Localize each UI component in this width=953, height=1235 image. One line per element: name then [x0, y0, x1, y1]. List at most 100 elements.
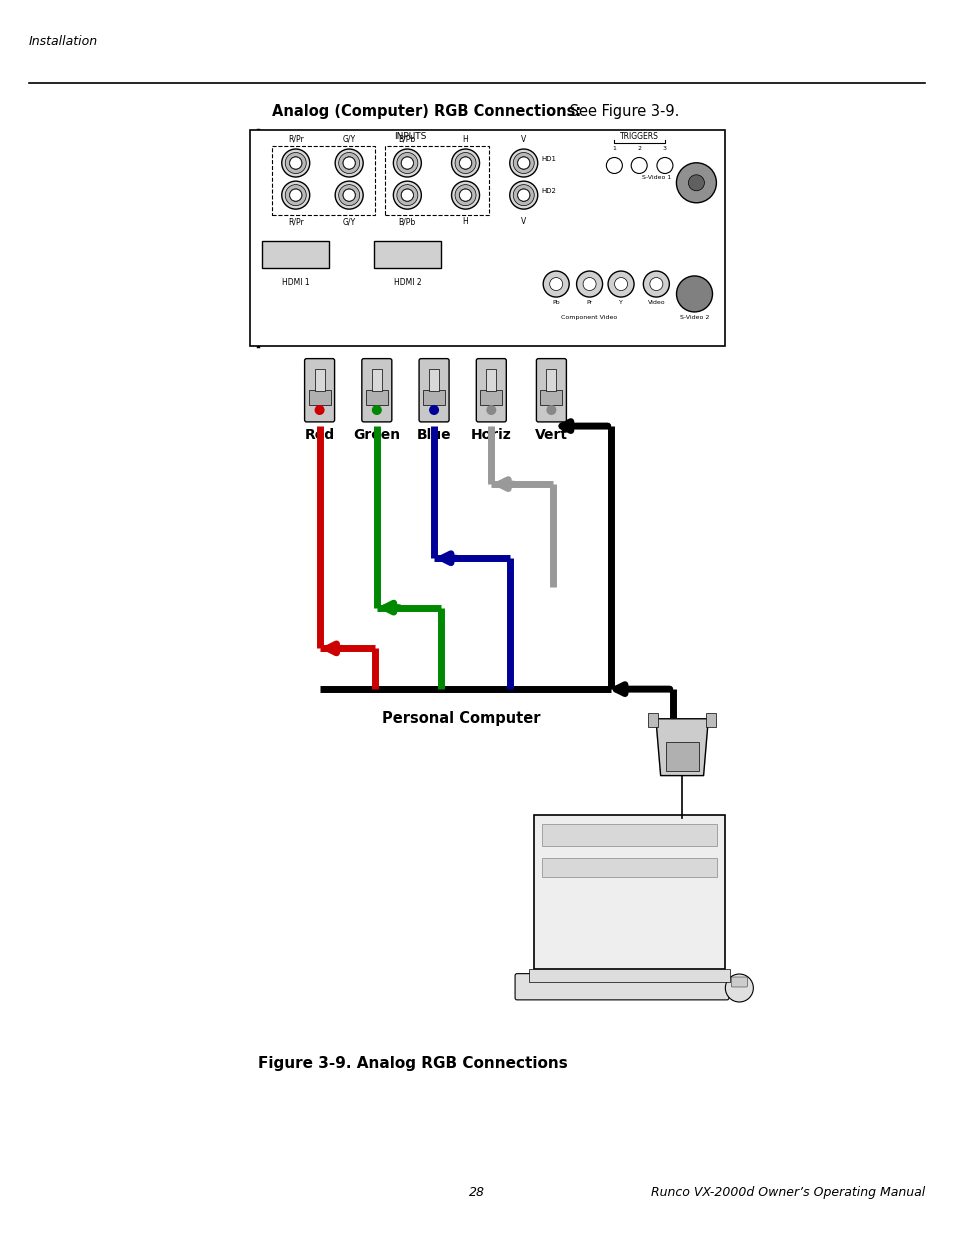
Circle shape	[576, 270, 602, 298]
Circle shape	[517, 157, 529, 169]
Circle shape	[281, 149, 310, 177]
Text: Component Video: Component Video	[561, 315, 617, 320]
Bar	[665, 742, 698, 771]
Bar	[539, 390, 562, 405]
Circle shape	[582, 278, 596, 290]
Text: S-Video 1: S-Video 1	[641, 175, 671, 180]
Circle shape	[513, 152, 534, 174]
Circle shape	[335, 149, 363, 177]
Text: Green: Green	[353, 427, 400, 442]
Text: Pr: Pr	[586, 300, 592, 305]
Circle shape	[459, 157, 471, 169]
Text: 28: 28	[469, 1186, 484, 1199]
Circle shape	[335, 182, 363, 209]
Circle shape	[342, 189, 355, 201]
FancyBboxPatch shape	[262, 241, 329, 268]
Circle shape	[649, 278, 662, 290]
Text: B/Pb: B/Pb	[398, 135, 416, 143]
Circle shape	[290, 157, 301, 169]
Circle shape	[400, 157, 414, 169]
FancyBboxPatch shape	[304, 358, 335, 422]
Circle shape	[614, 278, 627, 290]
Circle shape	[657, 158, 672, 173]
Text: HDMI 1: HDMI 1	[282, 278, 309, 287]
Circle shape	[455, 184, 476, 206]
Circle shape	[396, 152, 417, 174]
Circle shape	[517, 189, 530, 201]
Text: 2: 2	[637, 146, 640, 151]
Bar	[705, 713, 716, 726]
Circle shape	[542, 270, 569, 298]
Text: INPUTS: INPUTS	[394, 132, 426, 141]
Text: H: H	[462, 217, 468, 226]
Circle shape	[606, 158, 621, 173]
Text: Analog (Computer) RGB Connections:: Analog (Computer) RGB Connections:	[272, 104, 580, 119]
Circle shape	[281, 182, 310, 209]
Text: G/Y: G/Y	[342, 217, 355, 226]
Bar	[385, 146, 489, 215]
Circle shape	[338, 184, 359, 206]
Text: TRIGGERS: TRIGGERS	[619, 132, 658, 141]
FancyBboxPatch shape	[418, 358, 449, 422]
Text: HD1: HD1	[541, 157, 557, 162]
Bar	[546, 368, 556, 390]
Circle shape	[607, 270, 634, 298]
Text: Y: Y	[618, 300, 622, 305]
Circle shape	[401, 157, 413, 169]
Bar	[422, 390, 445, 405]
Text: HD2: HD2	[541, 189, 557, 194]
Circle shape	[343, 157, 355, 169]
Bar	[479, 390, 502, 405]
Circle shape	[285, 152, 306, 174]
Circle shape	[451, 182, 479, 209]
Text: Pb: Pb	[552, 300, 559, 305]
FancyBboxPatch shape	[536, 358, 566, 422]
Text: B/Pb: B/Pb	[398, 217, 416, 226]
Text: 3: 3	[662, 146, 666, 151]
Bar	[529, 969, 729, 982]
Circle shape	[429, 405, 438, 415]
Circle shape	[458, 157, 472, 169]
Text: Horiz: Horiz	[471, 427, 511, 442]
Circle shape	[517, 157, 530, 169]
Bar	[647, 713, 658, 726]
Circle shape	[546, 405, 556, 415]
Text: R/Pr: R/Pr	[288, 217, 303, 226]
Circle shape	[393, 149, 421, 177]
Circle shape	[509, 149, 537, 177]
FancyBboxPatch shape	[361, 358, 392, 422]
FancyBboxPatch shape	[515, 973, 728, 1000]
Circle shape	[688, 175, 703, 190]
FancyBboxPatch shape	[374, 241, 440, 268]
Bar	[372, 368, 381, 390]
Bar	[541, 824, 717, 846]
Circle shape	[401, 189, 413, 201]
Circle shape	[549, 278, 562, 290]
Circle shape	[676, 275, 712, 312]
Circle shape	[458, 189, 472, 201]
Circle shape	[513, 184, 534, 206]
Text: G/Y: G/Y	[342, 135, 355, 143]
Circle shape	[676, 163, 716, 203]
Circle shape	[343, 189, 355, 201]
Text: Personal Computer: Personal Computer	[381, 711, 539, 726]
Circle shape	[285, 184, 306, 206]
Circle shape	[509, 182, 537, 209]
Text: 1: 1	[612, 146, 616, 151]
Circle shape	[724, 974, 753, 1002]
Text: H: H	[462, 135, 468, 143]
Circle shape	[486, 405, 496, 415]
Circle shape	[642, 270, 669, 298]
FancyBboxPatch shape	[534, 815, 724, 969]
Bar	[541, 858, 717, 877]
Text: HDMI 2: HDMI 2	[394, 278, 420, 287]
Text: Runco VX-2000d Owner’s Operating Manual: Runco VX-2000d Owner’s Operating Manual	[651, 1186, 924, 1199]
Text: V: V	[520, 135, 526, 143]
Text: See Figure 3-9.: See Figure 3-9.	[564, 104, 679, 119]
Circle shape	[396, 184, 417, 206]
Circle shape	[289, 189, 302, 201]
Circle shape	[631, 158, 646, 173]
Circle shape	[289, 157, 302, 169]
Circle shape	[459, 189, 471, 201]
Circle shape	[455, 152, 476, 174]
